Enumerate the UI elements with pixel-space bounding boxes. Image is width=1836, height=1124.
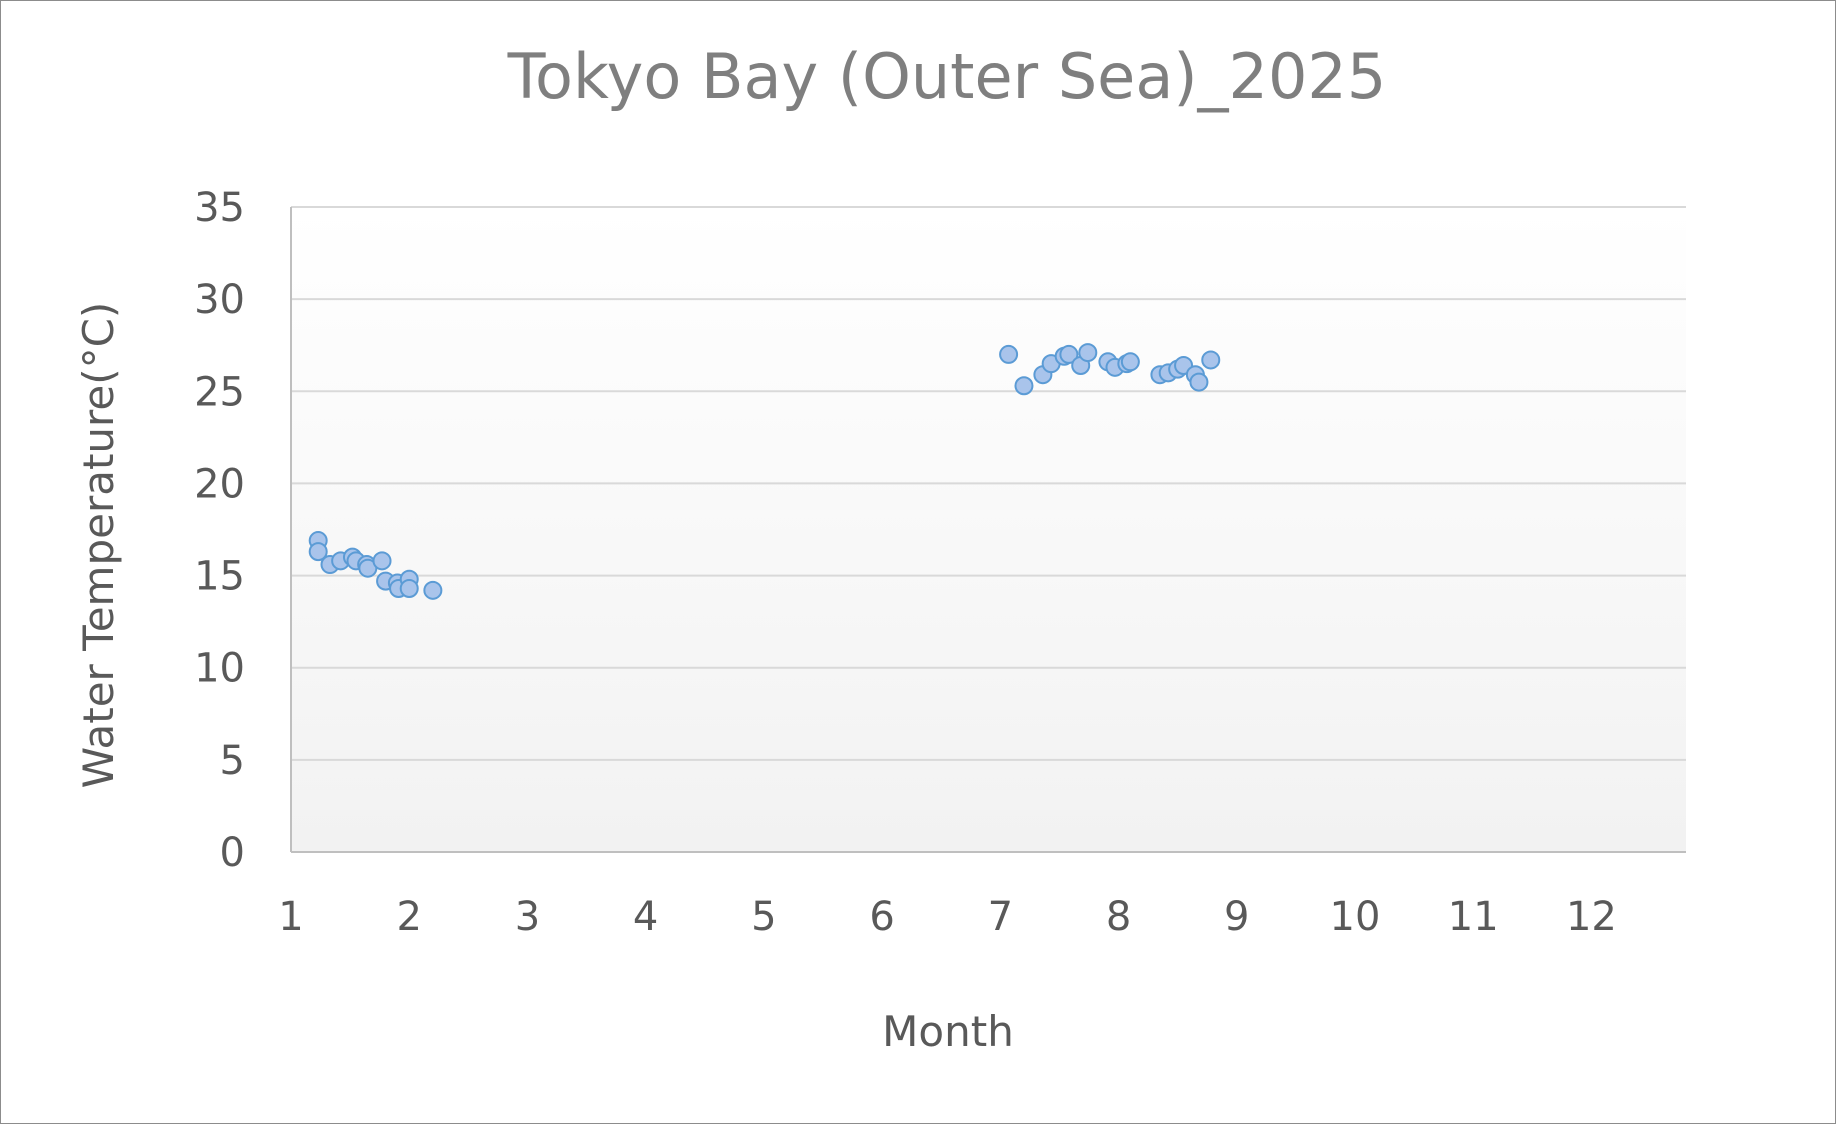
- x-tick-label: 8: [1106, 894, 1131, 940]
- y-tick-label: 35: [194, 185, 245, 231]
- x-axis-title: Month: [882, 1007, 1014, 1056]
- x-tick-label: 4: [633, 894, 658, 940]
- x-tick-label: 9: [1224, 894, 1249, 940]
- x-tick-label: 12: [1566, 894, 1617, 940]
- data-point: [372, 551, 392, 571]
- data-point: [1014, 376, 1034, 396]
- y-tick-label: 30: [194, 277, 245, 323]
- data-point: [423, 580, 443, 600]
- data-points: [308, 343, 1221, 600]
- y-tick-label: 5: [220, 738, 245, 784]
- x-tick-label: 10: [1330, 894, 1381, 940]
- x-tick-label: 11: [1448, 894, 1499, 940]
- data-point: [1189, 372, 1209, 392]
- y-tick-label: 10: [194, 646, 245, 692]
- y-tick-label: 20: [194, 461, 245, 507]
- y-tick-label: 15: [194, 554, 245, 600]
- x-tick-label: 1: [278, 894, 303, 940]
- y-axis-title: Water Temperature(°C): [74, 302, 123, 789]
- data-point: [1078, 343, 1098, 363]
- chart-title: Tokyo Bay (Outer Sea)_2025: [507, 40, 1387, 113]
- y-tick-label: 0: [220, 830, 245, 876]
- x-tick-label: 2: [396, 894, 421, 940]
- data-point: [1059, 344, 1079, 364]
- x-tick-label: 3: [515, 894, 540, 940]
- axes: [290, 207, 1686, 853]
- x-tick-label: 5: [751, 894, 776, 940]
- data-point: [1120, 352, 1140, 372]
- data-point: [999, 344, 1019, 364]
- gridlines: [291, 206, 1686, 761]
- data-point: [1201, 350, 1221, 370]
- data-point: [399, 578, 419, 598]
- data-point: [308, 542, 328, 562]
- y-tick-label: 25: [194, 369, 245, 415]
- plot-area: [291, 207, 1686, 852]
- x-tick-label: 7: [988, 894, 1013, 940]
- x-tick-label: 6: [869, 894, 894, 940]
